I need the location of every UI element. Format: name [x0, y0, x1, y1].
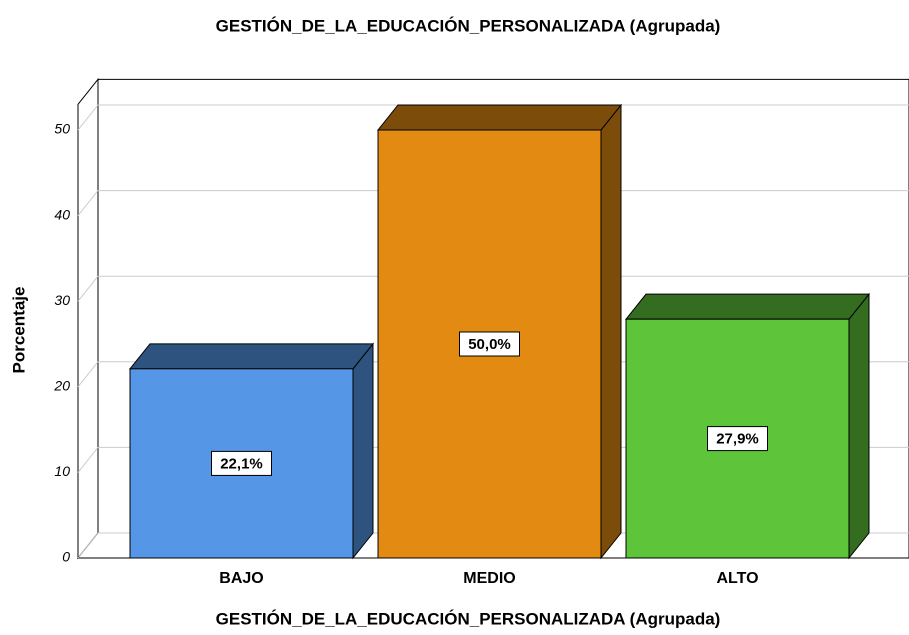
value-label: 22,1%	[220, 455, 263, 472]
grid-line	[77, 532, 99, 559]
y-tick-label: 50	[54, 121, 70, 137]
x-tick-label: BAJO	[219, 570, 263, 587]
grid-line	[77, 275, 99, 302]
bar-side	[352, 342, 374, 560]
x-axis-title: GESTIÓN_DE_LA_EDUCACIÓN_PERSONALIZADA (A…	[216, 609, 721, 628]
bar-top	[128, 343, 375, 370]
chart-title: GESTIÓN_DE_LA_EDUCACIÓN_PERSONALIZADA (A…	[216, 16, 721, 35]
value-label-box	[459, 331, 520, 357]
grid-line	[77, 190, 99, 216]
grid-line	[77, 361, 99, 388]
side-wall	[77, 77, 99, 560]
bar-top	[624, 293, 871, 320]
value-label: 27,9%	[716, 431, 759, 448]
y-tick-label: 30	[54, 292, 70, 308]
bar-side	[848, 292, 870, 560]
value-label: 50,0%	[468, 336, 511, 353]
x-tick-label: ALTO	[716, 570, 758, 587]
grid-line	[77, 447, 99, 473]
value-label-box	[707, 426, 768, 452]
y-tick-label: 10	[54, 463, 70, 479]
value-label-box	[211, 450, 272, 476]
x-tick-label: MEDIO	[463, 570, 515, 587]
bar-side	[600, 103, 622, 560]
y-axis-title: Porcentaje	[9, 287, 28, 374]
bar-top	[376, 104, 623, 131]
y-tick-label: 0	[62, 549, 70, 565]
grid-line	[77, 104, 99, 131]
y-tick-label: 20	[53, 378, 70, 394]
y-tick-label: 40	[54, 206, 70, 222]
